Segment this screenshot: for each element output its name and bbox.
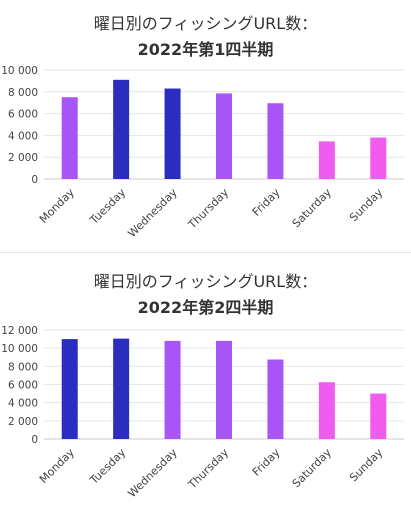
- y-tick-label: 6 000: [8, 380, 38, 392]
- y-tick-label: 10 000: [1, 343, 38, 355]
- x-category-label: Thursday: [185, 446, 231, 492]
- bar-saturday: [318, 382, 335, 439]
- bar-wednesday: [164, 88, 181, 179]
- x-category-label: Saturday: [290, 446, 335, 491]
- x-category-label: Tuesday: [87, 446, 129, 488]
- chart-q1-plot: 0 2 000 4 000 6 000 8 000 10 000 Monday Tuesday…: [1, 65, 404, 241]
- y-tick-label: 6 000: [8, 109, 38, 121]
- x-category-label: Monday: [37, 446, 77, 486]
- y-tick-label: 0: [31, 174, 38, 186]
- y-tick-label: 4 000: [8, 130, 38, 142]
- bar-thursday: [216, 93, 232, 179]
- bar-saturday: [318, 141, 335, 179]
- y-tick-label: 10 000: [1, 65, 38, 77]
- x-category-label: Sunday: [347, 186, 386, 225]
- chart-title-line-1: 曜日別のフィッシングURL数：: [93, 272, 318, 291]
- chart-q2: 曜日別のフィッシングURL数： 2022年第2四半期 0 2 000 4 000 6 …: [0, 262, 411, 506]
- chart-q1: 曜日別のフィッシングURL数： 2022年第1四半期 0 2 000 4 000 6 …: [0, 0, 411, 248]
- x-category-label: Wednesday: [125, 446, 180, 501]
- bar-wednesday: [164, 340, 181, 439]
- bar-tuesday: [113, 79, 130, 179]
- y-tick-label: 2 000: [8, 416, 38, 428]
- x-category-label: Sunday: [347, 446, 386, 485]
- x-category-label: Friday: [250, 186, 283, 219]
- bar-friday: [267, 103, 284, 179]
- panel-divider: [0, 252, 411, 253]
- chart-title-line-2: 2022年第1四半期: [137, 40, 274, 59]
- bar-monday: [61, 97, 78, 179]
- bar-sunday: [370, 137, 387, 179]
- y-tick-label: 2 000: [8, 152, 38, 164]
- x-category-label: Thursday: [185, 186, 231, 232]
- bar-monday: [61, 339, 78, 439]
- y-tick-label: 12 000: [1, 325, 38, 337]
- bar-tuesday: [113, 338, 130, 439]
- y-tick-label: 8 000: [8, 87, 38, 99]
- x-category-label: Saturday: [290, 186, 335, 231]
- bar-thursday: [216, 340, 232, 439]
- y-tick-label: 8 000: [8, 361, 38, 373]
- bar-sunday: [370, 393, 387, 439]
- x-category-label: Monday: [37, 186, 77, 226]
- y-tick-label: 0: [31, 434, 38, 446]
- bar-friday: [267, 359, 284, 439]
- y-tick-label: 4 000: [8, 398, 38, 410]
- x-category-label: Wednesday: [125, 186, 180, 241]
- chart-title-line-2: 2022年第2四半期: [137, 298, 274, 317]
- chart-title-line-1: 曜日別のフィッシングURL数：: [93, 14, 318, 33]
- x-category-label: Tuesday: [87, 186, 129, 228]
- x-category-label: Friday: [250, 446, 283, 479]
